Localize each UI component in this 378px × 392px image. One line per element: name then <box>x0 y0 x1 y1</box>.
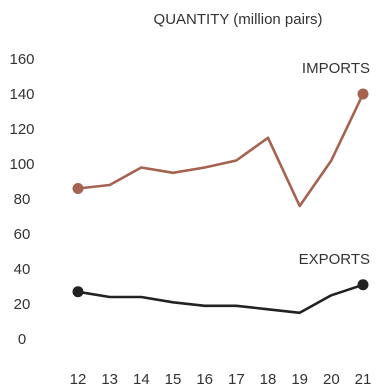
x-tick-label: 16 <box>196 371 213 388</box>
y-tick-label: 40 <box>14 261 31 278</box>
x-tick-label: 17 <box>228 371 245 388</box>
series-layer: IMPORTS EXPORTS <box>72 60 370 315</box>
y-tick-label: 120 <box>9 121 34 138</box>
data-point <box>357 279 369 291</box>
y-tick-label: 140 <box>9 86 34 103</box>
x-tick-label: 20 <box>323 371 340 388</box>
x-tick-label: 18 <box>260 371 277 388</box>
series-imports: IMPORTS <box>72 60 370 208</box>
x-tick-label: 13 <box>101 371 118 388</box>
y-tick-label: 100 <box>9 156 34 173</box>
chart-title: QUANTITY (million pairs) <box>154 11 323 28</box>
series-exports: EXPORTS <box>72 251 370 315</box>
x-tick-label: 15 <box>165 371 182 388</box>
data-point <box>357 88 369 100</box>
data-point <box>72 286 84 298</box>
y-axis-ticks: 0 20 40 60 80 100 120 140 160 <box>9 51 34 348</box>
y-tick-label: 0 <box>18 331 26 348</box>
x-tick-label: 19 <box>291 371 308 388</box>
series-line <box>76 283 365 315</box>
x-tick-label: 14 <box>133 371 150 388</box>
y-tick-label: 80 <box>14 191 31 208</box>
data-point <box>72 183 84 194</box>
series-label: IMPORTS <box>302 60 370 77</box>
y-tick-label: 160 <box>9 51 34 68</box>
x-tick-label: 12 <box>70 371 87 388</box>
series-label: EXPORTS <box>299 251 370 268</box>
series-line <box>76 92 365 208</box>
y-tick-label: 20 <box>14 296 31 313</box>
y-tick-label: 60 <box>14 226 31 243</box>
x-axis-ticks: 12 13 14 15 16 17 18 19 20 21 <box>70 371 372 388</box>
x-tick-label: 21 <box>355 371 372 388</box>
